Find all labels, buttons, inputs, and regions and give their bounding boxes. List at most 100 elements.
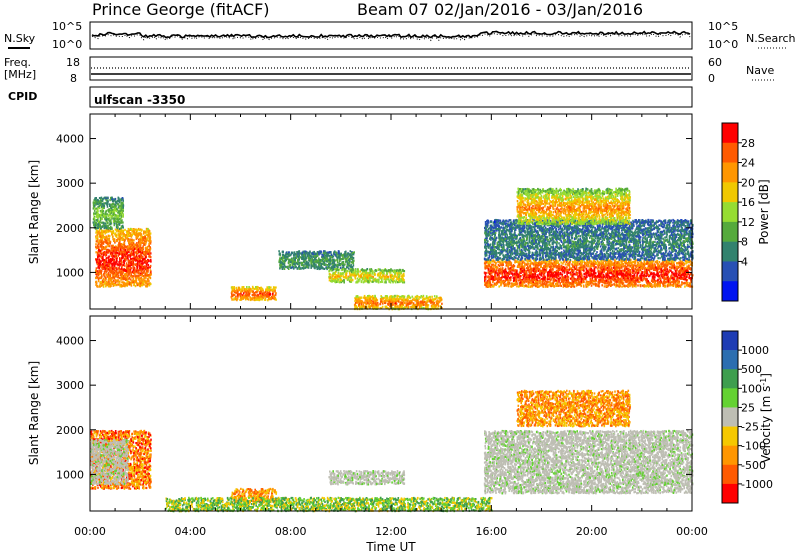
echo-cell	[397, 278, 400, 281]
echo-cell	[357, 273, 360, 276]
echo-cell	[120, 236, 122, 239]
echo-cell	[287, 257, 289, 260]
echo-cell	[148, 253, 151, 256]
echo-cell	[420, 303, 423, 306]
echo-cell	[313, 262, 316, 265]
echo-cell	[121, 278, 123, 281]
echo-cell	[95, 207, 98, 210]
echo-cell	[304, 262, 306, 265]
echo-cell	[98, 267, 101, 270]
echo-cell	[131, 261, 134, 264]
echo-cell	[285, 251, 288, 254]
echo-cell	[120, 210, 123, 214]
echo-cell	[120, 197, 122, 201]
echo-cell	[279, 261, 282, 264]
echo-cell	[99, 272, 101, 276]
echo-cell	[272, 294, 275, 297]
echo-cell	[93, 212, 95, 215]
echo-cell	[231, 290, 234, 293]
echo-cell	[148, 234, 150, 237]
echo-cell	[101, 212, 104, 216]
echo-cell	[109, 213, 112, 216]
echo-cell	[99, 238, 102, 241]
echo-cell	[307, 254, 310, 257]
echo-cell	[349, 260, 351, 263]
echo-cell	[148, 282, 150, 286]
echo-cell	[240, 288, 243, 291]
echo-cell	[323, 261, 325, 264]
echo-cell	[263, 296, 265, 299]
echo-cell	[328, 270, 330, 273]
echo-cell	[313, 265, 316, 268]
echo-cell	[435, 304, 438, 307]
echo-cell	[121, 236, 123, 239]
echo-cell	[384, 296, 386, 299]
echo-cell	[302, 267, 305, 270]
echo-cell	[138, 254, 140, 257]
echo-cell	[115, 270, 118, 273]
echo-cell	[108, 223, 111, 226]
echo-cell	[119, 258, 122, 261]
echo-cell	[325, 256, 327, 259]
echo-cell	[96, 235, 99, 239]
echo-cell	[118, 245, 121, 248]
echo-cell	[331, 261, 334, 264]
echo-cell	[262, 292, 265, 295]
echo-cell	[107, 273, 110, 276]
echo-cell	[141, 240, 144, 243]
echo-cell	[110, 253, 113, 256]
echo-cell	[113, 214, 116, 217]
echo-cell	[342, 257, 345, 260]
echo-cell	[119, 243, 121, 246]
echo-cell	[99, 243, 102, 246]
echo-cell	[112, 255, 115, 258]
echo-cell	[340, 278, 343, 281]
echo-cell	[118, 233, 121, 236]
echo-cell	[413, 297, 415, 300]
echo-cell	[95, 235, 97, 238]
echo-cell	[131, 245, 133, 248]
echo-cell	[398, 274, 401, 277]
echo-cell	[97, 280, 100, 283]
echo-cell	[312, 261, 314, 264]
echo-cell	[120, 260, 122, 263]
echo-cell	[266, 291, 269, 294]
echo-cell	[122, 252, 125, 255]
echo-cell	[98, 254, 101, 257]
echo-cell	[303, 256, 305, 259]
echo-cell	[97, 271, 100, 274]
echo-cell	[123, 253, 126, 256]
echo-cell	[139, 233, 141, 237]
echo-cell	[111, 250, 114, 253]
echo-cell	[115, 273, 118, 276]
echo-cell	[109, 270, 112, 274]
echo-cell	[127, 254, 129, 257]
echo-cell	[298, 257, 300, 260]
echo-cell	[111, 248, 113, 251]
echo-cell	[261, 298, 264, 301]
echo-cell	[98, 249, 100, 252]
echo-cell	[377, 274, 379, 277]
echo-cell	[360, 275, 362, 278]
echo-cell	[135, 251, 137, 254]
echo-cell	[93, 223, 95, 227]
echo-cell	[393, 270, 395, 273]
echo-cell	[434, 297, 437, 300]
echo-cell	[273, 286, 275, 289]
echo-cell	[122, 246, 125, 249]
echo-cell	[291, 263, 294, 266]
echo-cell	[326, 259, 329, 262]
echo-cell	[243, 294, 245, 297]
echo-cell	[112, 238, 114, 241]
echo-cell	[101, 241, 104, 245]
echo-cell	[284, 265, 287, 268]
echo-cell	[109, 250, 111, 253]
echo-cell	[269, 289, 272, 292]
echo-cell	[109, 229, 111, 232]
echo-cell	[331, 259, 333, 262]
echo-cell	[145, 263, 148, 266]
echo-cell	[97, 220, 100, 223]
echo-cell	[111, 282, 114, 285]
echo-cell	[114, 282, 117, 285]
echo-cell	[312, 264, 315, 267]
